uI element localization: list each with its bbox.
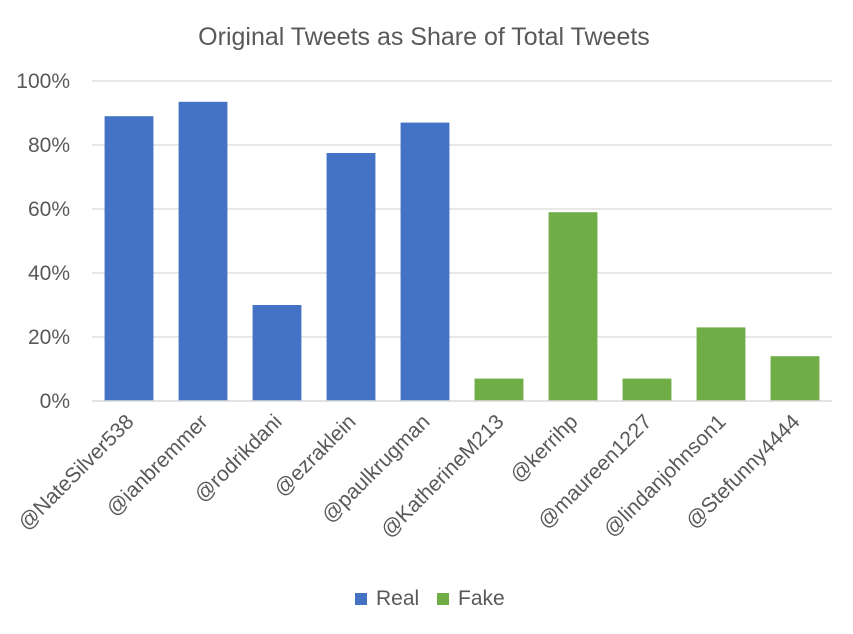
x-category-label: @lindanjohnson1	[599, 410, 730, 541]
y-tick-label: 80%	[28, 134, 70, 157]
x-axis-labels: @NateSilver538@ianbremmer@rodrikdani@ezr…	[14, 410, 805, 542]
bar-real	[326, 153, 376, 401]
x-category-label: @kerrihp	[506, 410, 583, 487]
y-tick-label: 60%	[28, 198, 70, 221]
y-tick-label: 0%	[40, 390, 70, 413]
bar-fake	[770, 356, 820, 401]
legend-label: Real	[376, 587, 419, 610]
bar-real	[252, 305, 302, 401]
bar-fake	[548, 212, 598, 401]
y-tick-label: 40%	[28, 262, 70, 285]
legend: Real Fake	[355, 587, 505, 610]
y-tick-label: 100%	[16, 70, 70, 93]
bar-fake	[622, 378, 672, 401]
y-axis-ticks: 0% 20% 40% 60% 80% 100%	[16, 70, 70, 413]
bar-real	[178, 101, 228, 402]
x-category-label: @KatherineM213	[376, 410, 508, 542]
bar-real	[400, 122, 450, 401]
legend-swatch	[355, 593, 367, 605]
legend-swatch	[437, 593, 449, 605]
legend-label: Fake	[458, 587, 505, 610]
bar-real	[104, 116, 154, 401]
bar-fake	[696, 327, 746, 401]
y-tick-label: 20%	[28, 326, 70, 349]
chart-title: Original Tweets as Share of Total Tweets	[198, 23, 650, 51]
bars	[104, 101, 820, 402]
bar-fake	[474, 378, 524, 401]
